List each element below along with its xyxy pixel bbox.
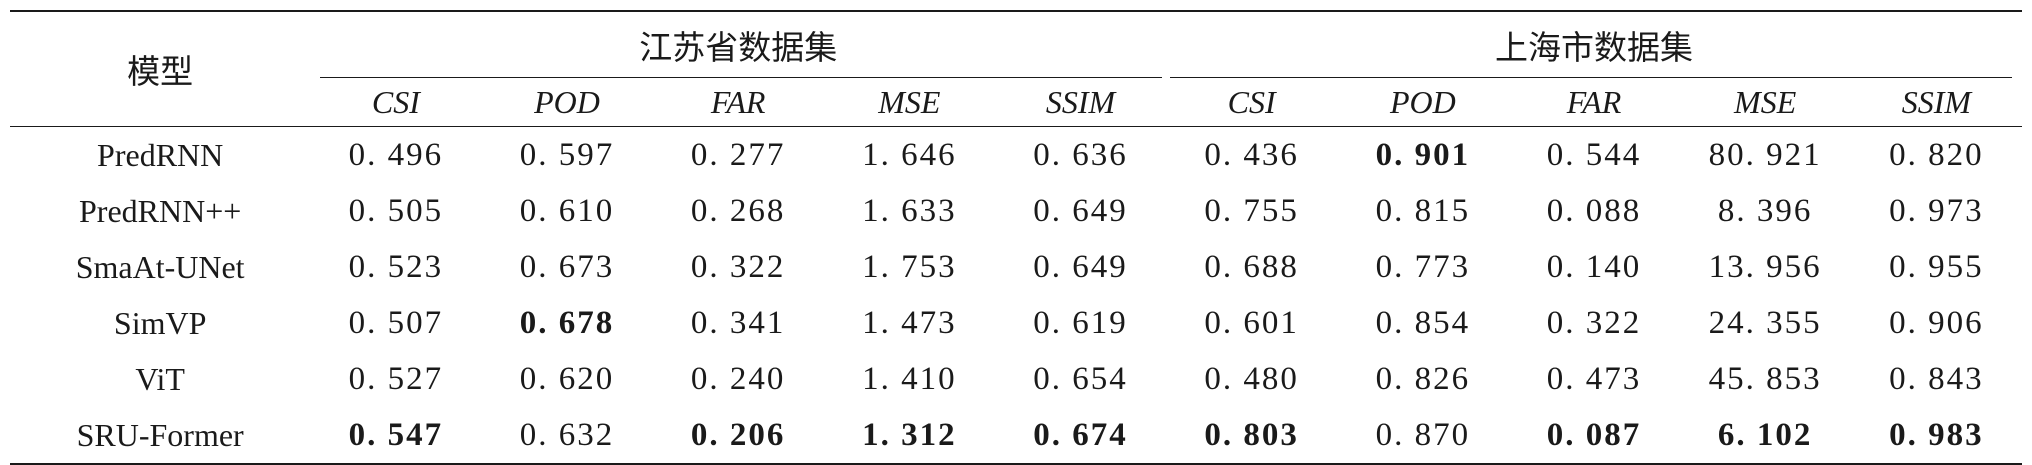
metric-value-cell: 0. 544 xyxy=(1546,136,1642,173)
metric-value-cell: 0. 632 xyxy=(481,407,653,465)
metric-value-cell: 0. 815 xyxy=(1375,192,1471,229)
metric-value-cell: 0. 826 xyxy=(1375,360,1471,397)
metric-value-cell: 8. 396 xyxy=(1717,192,1813,229)
metric-value-cell: 0. 973 xyxy=(1889,192,1984,229)
metric-header-far: FAR xyxy=(652,78,824,127)
metric-value-cell: 0. 240 xyxy=(690,360,786,397)
metric-value-cell: 0. 649 xyxy=(1033,248,1128,285)
table-body: PredRNN 0. 496 0. 597 0. 277 1. 646 0. 636 0. … xyxy=(10,127,2022,465)
metric-header-ssim: SSIM xyxy=(1850,78,2022,127)
metric-value-cell: 0. 654 xyxy=(1033,360,1128,397)
model-name-cell: PredRNN++ xyxy=(78,192,242,229)
metric-value-cell: 0. 088 xyxy=(1546,192,1642,229)
metric-value-cell: 0. 322 xyxy=(690,248,786,285)
metric-header-mse: MSE xyxy=(1679,78,1851,127)
metric-value-cell: 0. 322 xyxy=(1546,304,1642,341)
metric-value-cell: 0. 820 xyxy=(1889,136,1984,173)
metric-value-cell: 0. 803 xyxy=(1166,407,1338,465)
metric-header-ssim: SSIM xyxy=(994,78,1167,127)
metric-value-cell: 0. 983 xyxy=(1850,407,2022,465)
metric-header-csi: CSI xyxy=(310,78,482,127)
metric-value-cell: 1. 312 xyxy=(823,407,995,465)
metric-value-cell: 0. 140 xyxy=(1546,248,1642,285)
metric-value-cell: 0. 688 xyxy=(1204,248,1299,285)
model-column-header: 模型 xyxy=(10,10,311,127)
metric-value-cell: 0. 854 xyxy=(1375,304,1471,341)
metric-value-cell: 0. 527 xyxy=(348,360,444,397)
metric-value-cell: 0. 610 xyxy=(519,192,615,229)
metric-value-cell: 1. 646 xyxy=(862,136,957,173)
metric-value-cell: 0. 547 xyxy=(310,407,482,465)
metric-value-cell: 0. 619 xyxy=(1033,304,1128,341)
table-row: ViT 0. 527 0. 620 0. 240 1. 410 0. 654 0. 480 0… xyxy=(10,351,2022,407)
metric-value-cell: 1. 410 xyxy=(862,360,957,397)
metric-value-cell: 0. 678 xyxy=(519,304,615,341)
metric-value-cell: 0. 870 xyxy=(1337,407,1509,465)
metric-value-cell: 0. 773 xyxy=(1375,248,1471,285)
metric-value-cell: 0. 649 xyxy=(1033,192,1128,229)
metric-value-cell: 0. 955 xyxy=(1889,248,1984,285)
metric-value-cell: 45. 853 xyxy=(1708,360,1822,397)
metric-value-cell: 0. 206 xyxy=(652,407,824,465)
metric-header-mse: MSE xyxy=(823,78,995,127)
table-row: SimVP 0. 507 0. 678 0. 341 1. 473 0. 619 0. 60… xyxy=(10,295,2022,351)
metric-value-cell: 0. 268 xyxy=(690,192,786,229)
metric-value-cell: 0. 507 xyxy=(348,304,444,341)
metric-value-cell: 0. 496 xyxy=(348,136,444,173)
metric-header-pod: POD xyxy=(481,78,653,127)
metric-value-cell: 0. 620 xyxy=(519,360,615,397)
model-name-cell: ViT xyxy=(135,360,185,397)
metric-value-cell: 0. 523 xyxy=(348,248,444,285)
metric-value-cell: 1. 473 xyxy=(862,304,957,341)
dataset-group-header-shanghai: 上海市数据集 xyxy=(1166,10,2022,78)
table-row: PredRNN 0. 496 0. 597 0. 277 1. 646 0. 636 0. … xyxy=(10,127,2022,184)
group-label: 江苏省数据集 xyxy=(639,28,838,67)
metric-header-csi: CSI xyxy=(1166,78,1338,127)
metric-header-row: CSI POD FAR MSE SSIM CSI POD FAR MSE SSI… xyxy=(10,78,2022,127)
group-underline xyxy=(1170,77,2012,78)
metric-header-far: FAR xyxy=(1508,78,1680,127)
metric-value-cell: 0. 277 xyxy=(690,136,786,173)
metric-value-cell: 24. 355 xyxy=(1708,304,1822,341)
metric-value-cell: 0. 480 xyxy=(1204,360,1299,397)
metric-value-cell: 0. 843 xyxy=(1889,360,1984,397)
group-label: 上海市数据集 xyxy=(1495,28,1694,67)
table-row: SRU-Former 0. 547 0. 632 0. 206 1. 312 0. 674… xyxy=(10,407,2022,465)
model-name-cell: SRU-Former xyxy=(10,407,311,465)
metric-value-cell: 0. 341 xyxy=(690,304,786,341)
metric-header-pod: POD xyxy=(1337,78,1509,127)
model-name-cell: PredRNN xyxy=(97,136,224,173)
metric-value-cell: 13. 956 xyxy=(1708,248,1822,285)
metric-value-cell: 0. 436 xyxy=(1204,136,1299,173)
metric-value-cell: 0. 087 xyxy=(1508,407,1680,465)
metric-value-cell: 0. 473 xyxy=(1546,360,1642,397)
results-table: 模型 江苏省数据集 上海市数据集 CSI POD FAR MSE SSIM CS… xyxy=(10,10,2022,465)
model-name-cell: SimVP xyxy=(113,304,207,341)
metric-value-cell: 0. 901 xyxy=(1375,136,1471,173)
metric-value-cell: 6. 102 xyxy=(1679,407,1851,465)
metric-value-cell: 0. 755 xyxy=(1204,192,1299,229)
metric-value-cell: 0. 601 xyxy=(1204,304,1299,341)
metric-value-cell: 0. 674 xyxy=(994,407,1167,465)
table-row: SmaAt-UNet 0. 523 0. 673 0. 322 1. 753 0. 649… xyxy=(10,239,2022,295)
metric-value-cell: 0. 673 xyxy=(519,248,615,285)
metric-value-cell: 1. 753 xyxy=(862,248,957,285)
group-header-row: 模型 江苏省数据集 上海市数据集 xyxy=(10,10,2022,127)
metric-value-cell: 0. 505 xyxy=(348,192,444,229)
group-underline xyxy=(320,77,1163,78)
dataset-group-header-jiangsu: 江苏省数据集 xyxy=(310,10,1167,78)
metric-value-cell: 0. 597 xyxy=(519,136,615,173)
metric-value-cell: 0. 906 xyxy=(1889,304,1984,341)
metric-value-cell: 1. 633 xyxy=(862,192,957,229)
metric-value-cell: 80. 921 xyxy=(1708,136,1822,173)
model-name-cell: SmaAt-UNet xyxy=(75,248,245,285)
metric-value-cell: 0. 636 xyxy=(1033,136,1128,173)
table-row: PredRNN++ 0. 505 0. 610 0. 268 1. 633 0. 649 0… xyxy=(10,183,2022,239)
